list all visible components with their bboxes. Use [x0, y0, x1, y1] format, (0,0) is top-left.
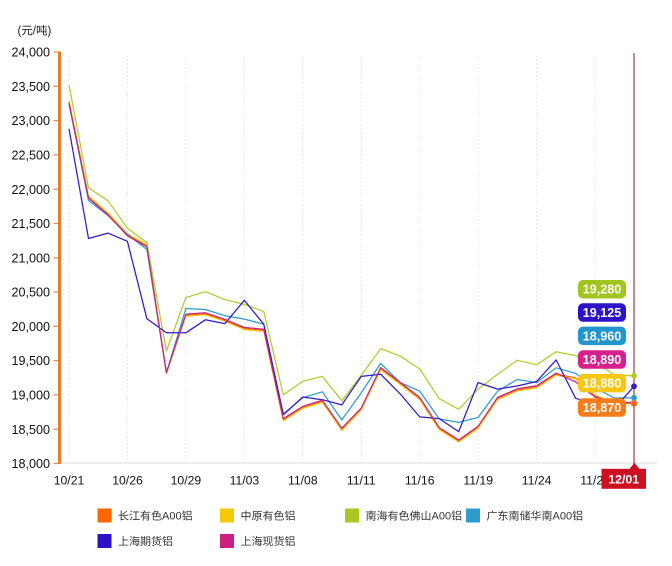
svg-text:11/24: 11/24	[522, 473, 552, 487]
svg-text:18,880: 18,880	[583, 377, 622, 391]
svg-text:11/19: 11/19	[463, 473, 493, 487]
svg-text:18,000: 18,000	[11, 457, 50, 471]
svg-text:23,500: 23,500	[11, 80, 50, 94]
svg-text:10/29: 10/29	[171, 473, 202, 487]
svg-text:): )	[48, 26, 52, 38]
svg-text:10/21: 10/21	[54, 473, 85, 487]
svg-text:21,500: 21,500	[11, 217, 50, 231]
svg-text:18,500: 18,500	[11, 423, 50, 437]
svg-text:20,500: 20,500	[11, 286, 50, 300]
svg-text:19,500: 19,500	[11, 354, 50, 368]
svg-text:22,500: 22,500	[11, 149, 50, 163]
svg-text:12/01: 12/01	[608, 472, 639, 486]
svg-text:(: (	[18, 26, 22, 38]
svg-text:22,000: 22,000	[11, 183, 50, 197]
svg-text:20,000: 20,000	[11, 320, 50, 334]
svg-text:21,000: 21,000	[11, 251, 50, 265]
svg-text:11/08: 11/08	[288, 473, 318, 487]
svg-text:19,280: 19,280	[583, 283, 622, 297]
svg-text:19,000: 19,000	[11, 389, 50, 403]
svg-text:11/11: 11/11	[347, 473, 376, 487]
svg-text:11/03: 11/03	[230, 473, 260, 487]
svg-text:18,960: 18,960	[583, 329, 622, 343]
svg-text:11/16: 11/16	[405, 473, 435, 487]
svg-text:18,870: 18,870	[583, 401, 622, 415]
svg-text:23,000: 23,000	[11, 114, 50, 128]
svg-text:A00: A00	[432, 511, 452, 523]
svg-text:/: /	[33, 26, 37, 38]
svg-text:10/26: 10/26	[112, 473, 143, 487]
svg-text:A00: A00	[162, 511, 182, 523]
svg-text:24,000: 24,000	[11, 46, 50, 60]
svg-text:A00: A00	[553, 511, 573, 523]
svg-text:19,125: 19,125	[583, 306, 622, 320]
svg-text:18,890: 18,890	[583, 353, 622, 367]
